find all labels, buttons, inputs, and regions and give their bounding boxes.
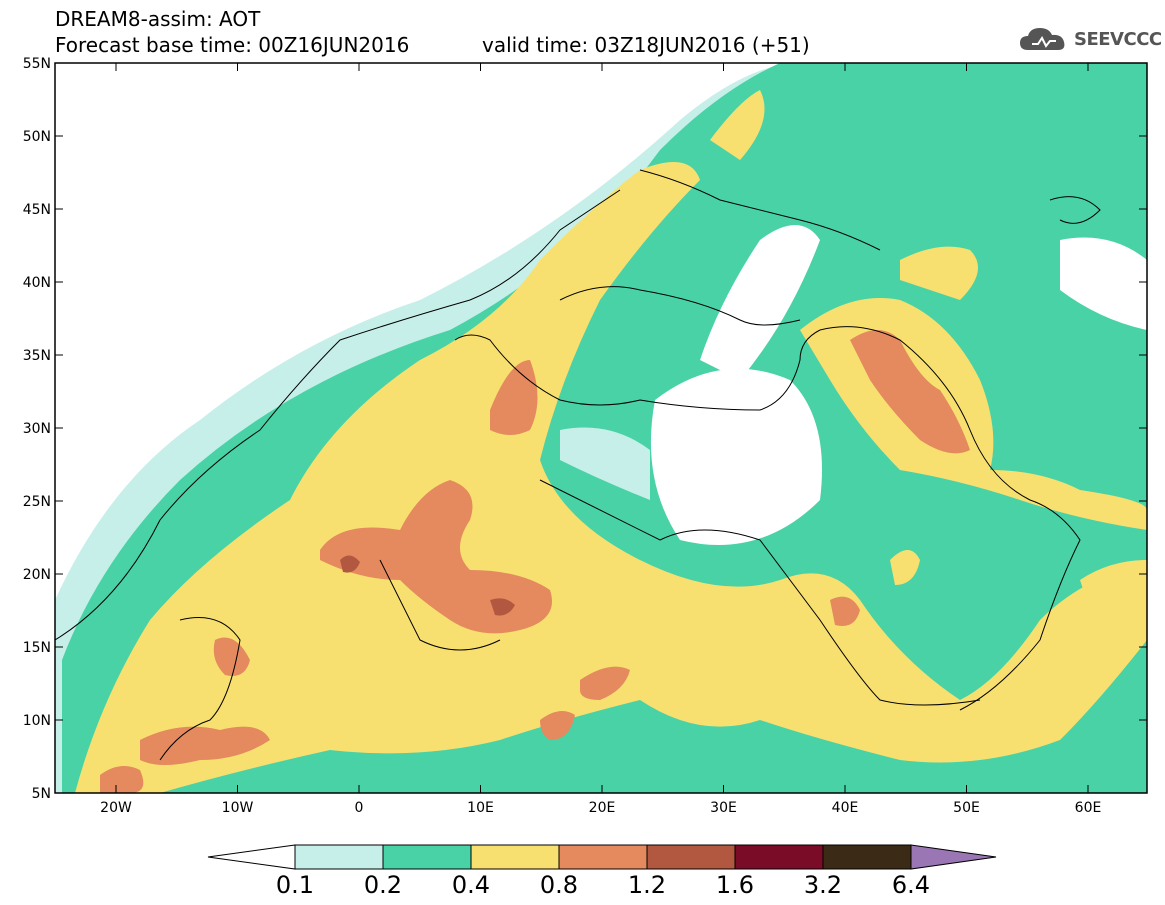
aot-level-0.8: [100, 330, 970, 793]
latitude-axis: 55N 50N 45N 40N 35N 30N 25N 20N 15N 10N 5N: [23, 56, 1147, 802]
lon-tick-label: 20W: [100, 800, 132, 816]
colorbar-tick-label: 0.4: [452, 871, 490, 899]
chart-title: DREAM8-assim: AOT: [55, 7, 261, 31]
longitude-axis: 20W 10W 0 10E 20E 30E 40E 50E 60E: [100, 63, 1101, 816]
lon-tick-label: 10E: [467, 800, 494, 816]
lat-tick-label: 45N: [23, 202, 51, 218]
aot-field: [55, 63, 1147, 793]
lat-tick-label: 50N: [23, 129, 51, 145]
colorbar-arrow-low: [207, 844, 296, 870]
lat-tick-label: 35N: [23, 348, 51, 364]
coastlines: [55, 169, 1101, 761]
colorbar-segment: [382, 844, 472, 870]
lon-tick-label: 10W: [222, 800, 254, 816]
colorbar-tick-label: 1.2: [628, 871, 666, 899]
colorbar-tick-label: 6.4: [892, 871, 930, 899]
colorbar-segment: [646, 844, 736, 870]
lon-tick-label: 30E: [710, 800, 737, 816]
lon-tick-label: 50E: [953, 800, 980, 816]
lat-tick-label: 15N: [23, 640, 51, 656]
lat-tick-label: 20N: [23, 567, 51, 583]
colorbar-segment: [822, 844, 912, 870]
colorbar-tick-label: 0.8: [540, 871, 578, 899]
forecast-base-time: Forecast base time: 00Z16JUN2016: [55, 33, 410, 57]
colorbar-tick-label: 0.2: [364, 871, 402, 899]
colorbar-segment: [558, 844, 648, 870]
colorbar-tick-label: 3.2: [804, 871, 842, 899]
lon-tick-label: 40E: [832, 800, 859, 816]
valid-time: valid time: 03Z18JUN2016 (+51): [482, 33, 810, 57]
cloud-icon: [1020, 28, 1065, 50]
lon-tick-label: 60E: [1075, 800, 1102, 816]
colorbar-segment: [734, 844, 824, 870]
aot-level-1.2: [340, 555, 515, 616]
lat-tick-label: 25N: [23, 494, 51, 510]
lat-tick-label: 30N: [23, 421, 51, 437]
lat-tick-label: 10N: [23, 713, 51, 729]
lat-tick-label: 40N: [23, 275, 51, 291]
colorbar-segment: [470, 844, 560, 870]
lon-tick-label: 20E: [589, 800, 616, 816]
colorbar-tick-label: 0.1: [276, 871, 314, 899]
colorbar: 0.1 0.2 0.4 0.8 1.2 1.6 3.2 6.4: [207, 844, 997, 899]
colorbar-segment: [294, 844, 384, 870]
lon-tick-label: 0: [355, 800, 364, 816]
clear-areas: [560, 225, 1147, 545]
logo-text: SEEVCCC: [1074, 28, 1162, 50]
colorbar-arrow-high: [910, 844, 997, 870]
lat-tick-label: 5N: [32, 786, 51, 802]
colorbar-tick-label: 1.6: [716, 871, 754, 899]
seevccc-logo: SEEVCCC: [1018, 24, 1162, 54]
lat-tick-label: 55N: [23, 56, 51, 72]
